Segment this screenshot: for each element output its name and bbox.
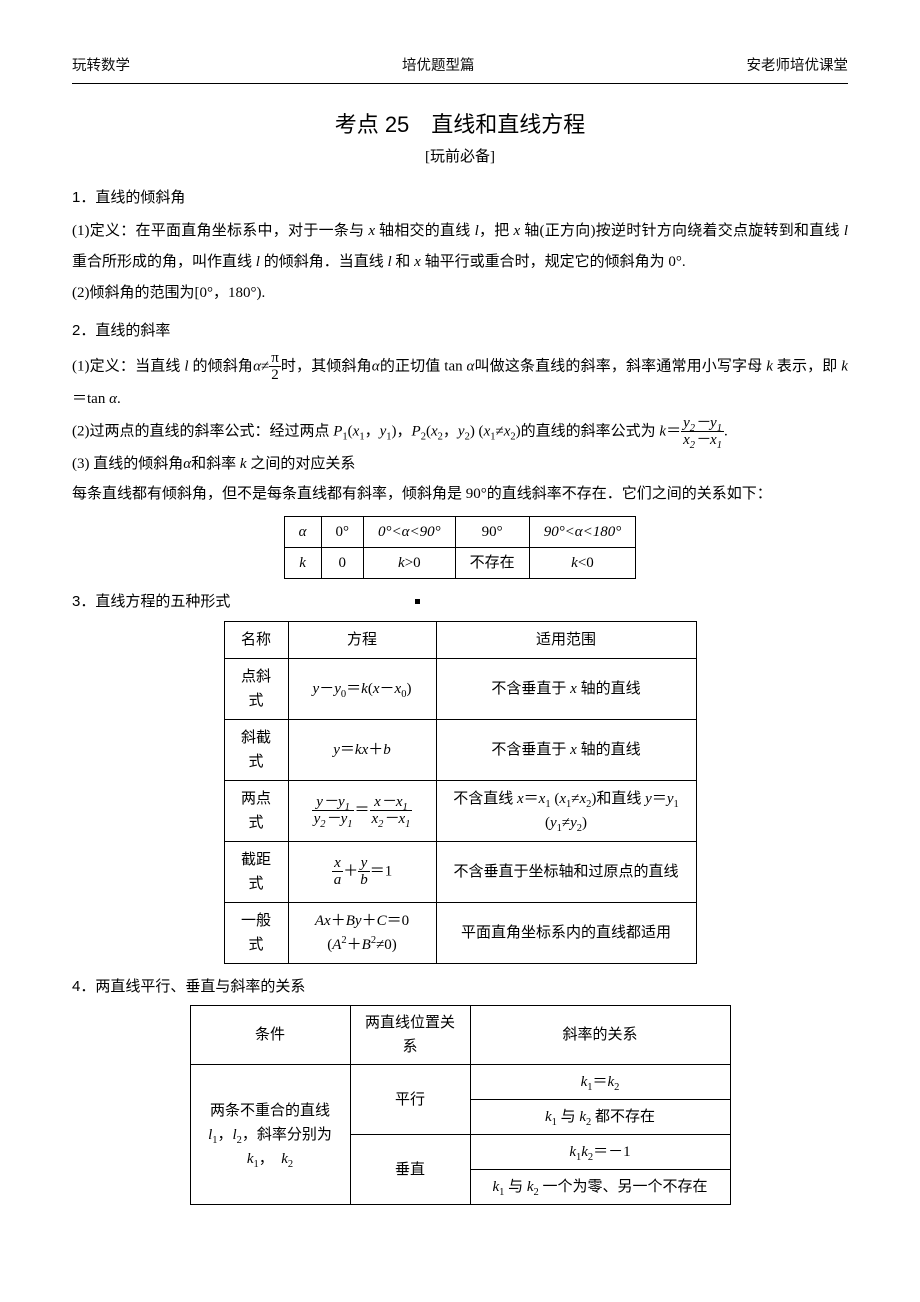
page-subtitle: [玩前必备] xyxy=(72,145,848,171)
sec2-p2: (2)过两点的直线的斜率公式：经过两点 P1(x1，y1)，P2(x2，y2) … xyxy=(72,415,848,449)
table-row: 点斜式 y－y0＝k(x－x0) 不含垂直于 x 轴的直线 xyxy=(224,658,696,719)
header-center: 培优题型篇 xyxy=(402,54,475,79)
table-row: k 0 k>0 不存在 k<0 xyxy=(284,548,636,579)
section-4-head: 4．两直线平行、垂直与斜率的关系 xyxy=(72,974,848,1000)
page-title: 考点 25 直线和直线方程 xyxy=(72,106,848,143)
sec1-p2: (2)倾斜角的范围为[0°，180°). xyxy=(72,278,848,309)
line-forms-table: 名称 方程 适用范围 点斜式 y－y0＝k(x－x0) 不含垂直于 x 轴的直线… xyxy=(224,621,697,964)
header-left: 玩转数学 xyxy=(72,54,130,79)
table-row: 名称 方程 适用范围 xyxy=(224,621,696,658)
parallel-perp-table: 条件 两直线位置关系 斜率的关系 两条不重合的直线 l1，l2，斜率分别为 k1… xyxy=(190,1005,731,1205)
section-1-head: 1．直线的倾斜角 xyxy=(72,185,848,211)
table-row: 两点式 y－y1y2－y1＝x－x1x2－x1 不含直线 x＝x1 (x1≠x2… xyxy=(224,780,696,841)
angle-slope-table: α 0° 0°<α<90° 90° 90°<α<180° k 0 k>0 不存在… xyxy=(284,516,637,579)
sec2-p1: (1)定义：当直线 l 的倾斜角α≠π2时，其倾斜角α的正切值 tan α叫做这… xyxy=(72,350,848,415)
header-right: 安老师培优课堂 xyxy=(747,54,849,79)
sec2-p3: (3) 直线的倾斜角α和斜率 k 之间的对应关系 xyxy=(72,449,848,480)
sec2-p4: 每条直线都有倾斜角，但不是每条直线都有斜率，倾斜角是 90°的直线斜率不存在．它… xyxy=(72,479,848,510)
table-row: α 0° 0°<α<90° 90° 90°<α<180° xyxy=(284,517,636,548)
section-3-head: 3．直线方程的五种形式 xyxy=(72,589,848,615)
table-row: 条件 两直线位置关系 斜率的关系 xyxy=(190,1006,730,1065)
page-header: 玩转数学 培优题型篇 安老师培优课堂 xyxy=(72,54,848,84)
table-row: 截距式 xa＋yb＝1 不含垂直于坐标轴和过原点的直线 xyxy=(224,841,696,902)
table-row: 斜截式 y＝kx＋b 不含垂直于 x 轴的直线 xyxy=(224,719,696,780)
bullet-icon xyxy=(415,599,420,604)
table-row: 两条不重合的直线 l1，l2，斜率分别为 k1， k2 平行 k1＝k2 xyxy=(190,1065,730,1100)
table-row: 一般式 Ax＋By＋C＝0(A2＋B2≠0) 平面直角坐标系内的直线都适用 xyxy=(224,902,696,963)
sec1-p1: (1)定义：在平面直角坐标系中，对于一条与 x 轴相交的直线 l，把 x 轴(正… xyxy=(72,216,848,278)
section-2-head: 2．直线的斜率 xyxy=(72,318,848,344)
